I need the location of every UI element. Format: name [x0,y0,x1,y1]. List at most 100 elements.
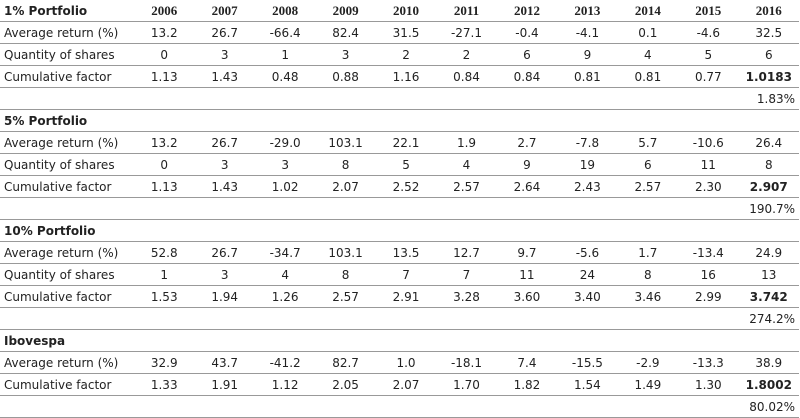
cell: -4.1 [557,21,618,44]
year: 2015 [678,0,739,22]
cell: 13.2 [134,131,195,154]
value: 6 [764,47,773,62]
row-label: Average return (%) [0,241,134,264]
cell: 3 [194,153,255,176]
value: 2 [402,47,410,62]
row-label: Average return (%) [0,131,134,154]
cell: 9 [496,153,558,176]
value: 5 [704,47,713,62]
cell: 24.9 [738,241,799,264]
year: 2016 [738,0,799,22]
cell: 43.7 [194,351,255,374]
cell: 0.84 [436,65,497,88]
cell: -5.6 [557,241,618,264]
value: 22.1 [392,135,420,150]
cell: 6 [617,153,679,176]
cell: 3.40 [557,285,618,308]
cell [375,329,437,352]
section-title: 5% Portfolio [0,109,134,132]
row-label: Quantity of shares [0,263,134,286]
total: 190.7% [738,197,799,220]
value: 1.9 [456,135,477,150]
cell: 1.02 [254,175,316,198]
value: 7 [402,267,410,282]
row-label: Quantity of shares [0,43,134,66]
cell: 2.57 [617,175,679,198]
row-label: Average return (%) [0,21,134,44]
value: 3.28 [453,289,480,304]
data-row: Quantity of shares 0 3 1 3 2 2 6 9 4 5 6 [0,43,799,66]
section-title: 1% Portfolio [0,0,134,22]
cell [315,109,376,132]
value: 3 [281,157,289,172]
total: 1.83% [738,87,799,110]
value: 13.2 [150,25,178,40]
cell: 1.91 [194,373,255,396]
cell [254,219,316,242]
cell [557,219,618,242]
cell [557,109,618,132]
cell: 2.30 [678,175,739,198]
value: 1.49 [634,377,662,392]
value: 3.742 [749,289,788,304]
value: 8 [644,267,652,282]
cell: 0.81 [557,65,618,88]
cell [0,307,739,330]
value: -10.6 [692,135,724,150]
value: -29.0 [269,135,301,150]
cell: 2.7 [496,131,558,154]
value: 3 [220,267,229,282]
cell [738,219,799,242]
section-header: 5% Portfolio [0,109,799,132]
cell: -27.1 [436,21,497,44]
cell: 12.7 [436,241,497,264]
cell [194,219,255,242]
value: -7.8 [575,135,600,150]
value: -0.4 [515,25,539,40]
cell: 2.07 [315,175,376,198]
cell: 103.1 [315,131,376,154]
value: -66.4 [269,25,301,40]
cell [557,329,618,352]
cell: 2.907 [738,175,799,198]
data-row: Average return (%) 13.2 26.7 -29.0 103.1 22.1… [0,131,799,154]
cell: 3 [315,43,376,66]
cell: -29.0 [254,131,316,154]
cell [315,219,376,242]
data-row: Cumulative factor 1.13 1.43 0.48 0.88 1.16 0.8… [0,65,799,88]
value: 6 [644,157,652,172]
cell: 0.84 [496,65,558,88]
value: 103.1 [328,135,363,150]
value: 24 [579,267,596,282]
cell [375,219,437,242]
data-row: Average return (%) 32.9 43.7 -41.2 82.7 1.0 -1… [0,351,799,374]
cell: 26.7 [194,241,255,264]
value: 1.26 [271,289,299,304]
cell [0,197,739,220]
cell [194,329,255,352]
cell: 1.0 [375,351,437,374]
cell: -13.4 [678,241,739,264]
cell: 1.82 [496,373,558,396]
value: 16 [700,267,716,282]
value: 1.8002 [745,377,792,392]
cell [617,329,679,352]
row-label: Quantity of shares [0,153,134,176]
value: 2.57 [453,179,480,194]
value: 2.05 [332,377,359,392]
cell: 13.5 [375,241,437,264]
year: 2007 [194,0,255,22]
year: 2014 [617,0,679,22]
value: 3.46 [634,289,662,304]
value: -34.7 [269,245,301,260]
cell: 103.1 [315,241,376,264]
value: 0.81 [574,69,601,84]
cell: -18.1 [436,351,497,374]
value: 1.94 [211,289,239,304]
value: 4 [281,267,289,282]
cell: 1.94 [194,285,255,308]
cell: 9 [557,43,618,66]
value: 32.5 [755,25,783,40]
cell: 3 [194,263,255,286]
